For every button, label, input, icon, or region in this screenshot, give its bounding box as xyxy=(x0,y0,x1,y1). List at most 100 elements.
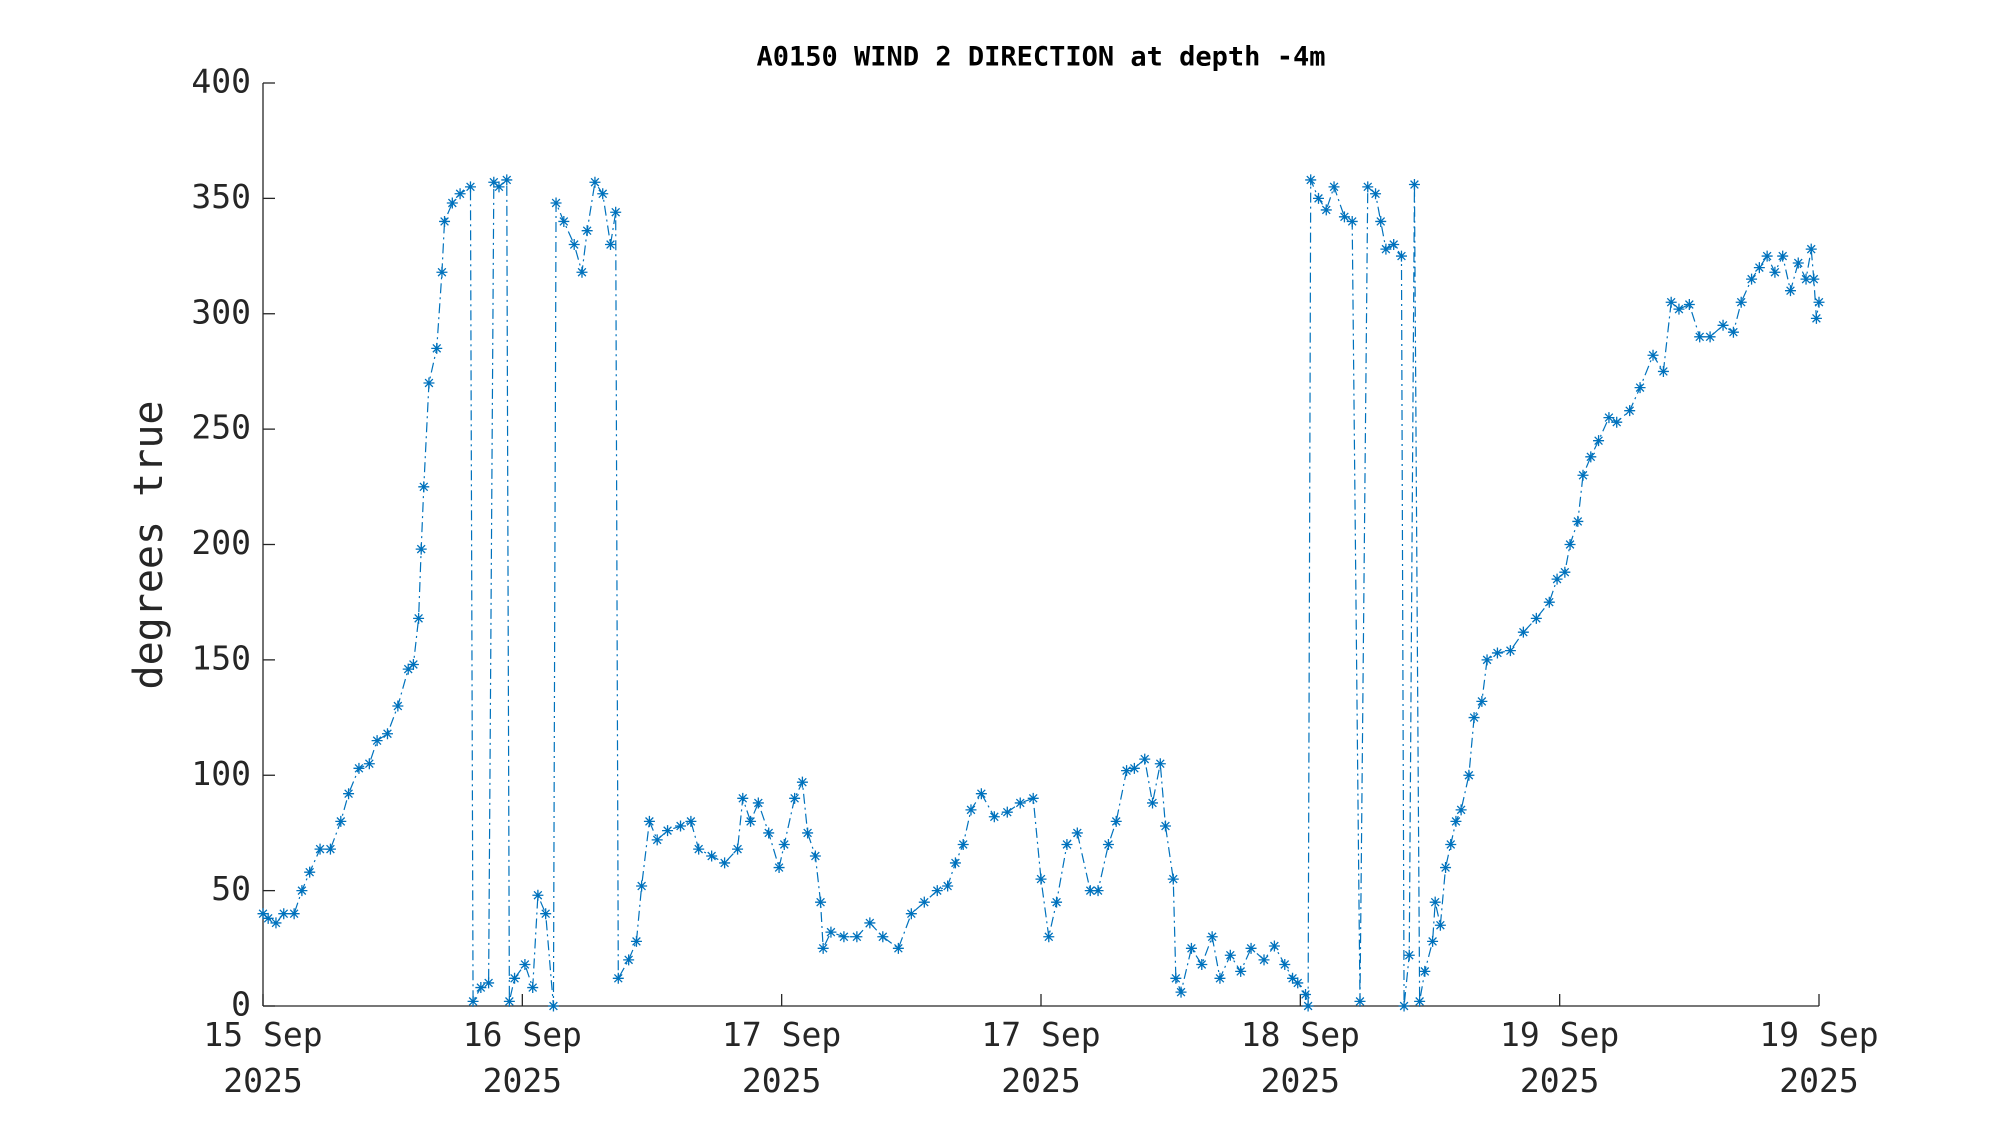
data-point xyxy=(1328,181,1340,193)
y-tick-label: 200 xyxy=(191,523,251,562)
data-point xyxy=(1808,273,1820,285)
data-point xyxy=(288,908,300,920)
data-point xyxy=(335,815,347,827)
data-point xyxy=(675,820,687,832)
data-point xyxy=(262,912,274,924)
y-tick-label: 50 xyxy=(211,869,251,908)
data-point xyxy=(1455,804,1467,816)
data-point xyxy=(503,995,515,1007)
data-point xyxy=(558,215,570,227)
data-point xyxy=(589,176,601,188)
data-point xyxy=(1551,573,1563,585)
data-point xyxy=(1577,469,1589,481)
data-point xyxy=(1258,954,1270,966)
data-point xyxy=(1647,349,1659,361)
data-point xyxy=(454,188,466,200)
data-point xyxy=(1777,250,1789,262)
data-point xyxy=(975,788,987,800)
data-point xyxy=(957,838,969,850)
data-point xyxy=(817,942,829,954)
data-point xyxy=(1139,753,1151,765)
data-point xyxy=(1128,762,1140,774)
data-point xyxy=(1559,566,1571,578)
data-point xyxy=(278,908,290,920)
data-point xyxy=(685,815,697,827)
data-point xyxy=(1517,626,1529,638)
data-point xyxy=(1185,942,1197,954)
data-point xyxy=(547,1000,559,1012)
data-point xyxy=(519,958,531,970)
data-point xyxy=(1792,257,1804,269)
data-point xyxy=(1408,179,1420,191)
chart-title: A0150 WIND 2 DIRECTION at depth -4m xyxy=(757,42,1326,73)
data-point xyxy=(1196,958,1208,970)
data-point xyxy=(1043,931,1055,943)
data-point xyxy=(1084,885,1096,897)
x-tick-label: 16 Sep 2025 xyxy=(463,1015,582,1100)
data-point xyxy=(597,188,609,200)
data-point xyxy=(1593,435,1605,447)
data-point xyxy=(1717,319,1729,331)
data-point xyxy=(630,935,642,947)
data-point xyxy=(623,954,635,966)
data-point xyxy=(1419,965,1431,977)
data-point xyxy=(719,857,731,869)
data-point xyxy=(1403,949,1415,961)
data-point xyxy=(988,811,1000,823)
data-point xyxy=(1224,949,1236,961)
data-point xyxy=(1051,896,1063,908)
data-point xyxy=(532,889,544,901)
data-point xyxy=(1414,995,1426,1007)
data-point xyxy=(1530,612,1542,624)
data-point xyxy=(576,266,588,278)
data-point xyxy=(1504,645,1516,657)
data-point xyxy=(1001,806,1013,818)
y-tick-label: 350 xyxy=(191,177,251,216)
data-point xyxy=(363,758,375,770)
data-point xyxy=(464,181,476,193)
data-point xyxy=(1491,647,1503,659)
data-point xyxy=(1769,266,1781,278)
data-point xyxy=(1305,174,1317,186)
data-point xyxy=(413,612,425,624)
data-point xyxy=(483,977,495,989)
data-point xyxy=(431,342,443,354)
data-point xyxy=(706,850,718,862)
data-point xyxy=(1673,303,1685,315)
data-point xyxy=(1167,873,1179,885)
data-point xyxy=(353,762,365,774)
x-tick-label: 17 Sep 2025 xyxy=(981,1015,1100,1100)
data-point xyxy=(1440,862,1452,874)
data-point xyxy=(1395,250,1407,262)
data-point xyxy=(1035,873,1047,885)
data-point xyxy=(851,931,863,943)
data-point xyxy=(415,543,427,555)
data-point xyxy=(1805,243,1817,255)
data-point xyxy=(1727,326,1739,338)
data-point xyxy=(1735,296,1747,308)
data-point xyxy=(877,931,889,943)
data-point xyxy=(371,735,383,747)
data-point xyxy=(475,982,487,994)
data-point xyxy=(1027,792,1039,804)
data-point xyxy=(1450,815,1462,827)
data-point xyxy=(825,926,837,938)
x-tick-label: 19 Sep 2025 xyxy=(1759,1015,1878,1100)
data-point xyxy=(693,843,705,855)
data-point xyxy=(763,827,775,839)
data-point xyxy=(1380,243,1392,255)
data-point xyxy=(1665,296,1677,308)
data-point xyxy=(1634,382,1646,394)
data-point xyxy=(467,995,479,1007)
data-point xyxy=(1346,215,1358,227)
data-point xyxy=(1761,250,1773,262)
data-point xyxy=(1398,1000,1410,1012)
y-tick-label: 100 xyxy=(191,754,251,793)
data-point xyxy=(257,908,269,920)
data-point xyxy=(949,857,961,869)
data-point xyxy=(446,197,458,209)
data-point xyxy=(643,815,655,827)
data-point xyxy=(1476,695,1488,707)
x-tick-label: 18 Sep 2025 xyxy=(1241,1015,1360,1100)
data-point xyxy=(789,792,801,804)
